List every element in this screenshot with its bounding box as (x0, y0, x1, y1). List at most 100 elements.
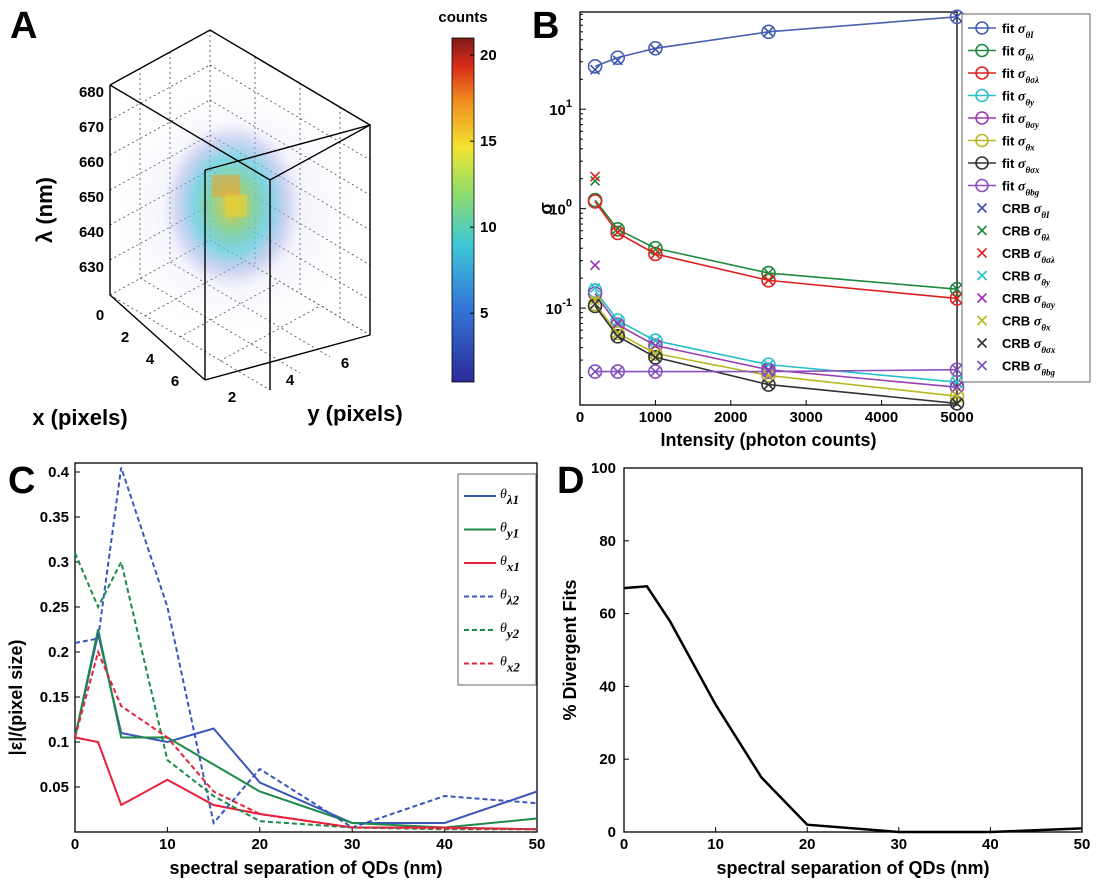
legend-subscript: θσy (1025, 120, 1040, 130)
legend-subscript: θx (1041, 323, 1051, 333)
y-tick-label: 80 (599, 533, 616, 550)
series-marker-x (590, 171, 601, 182)
y-tick-label: 100 (591, 460, 616, 477)
series-marker-circle (949, 379, 965, 395)
y-tick-label: 0.1 (48, 734, 69, 751)
legend-box (457, 473, 537, 686)
y-tick-label: 101 (549, 98, 572, 119)
legend-sigma: σ (1018, 157, 1026, 172)
series-marker-x (590, 175, 601, 186)
series-marker-x (650, 244, 661, 255)
y-axis-title: σ (536, 202, 556, 214)
series-marker-x (612, 223, 623, 234)
x-tick-label: 30 (344, 836, 361, 853)
y-tick-label: 0.15 (40, 689, 69, 706)
series-marker-x (650, 352, 661, 363)
series-marker-x (612, 331, 623, 342)
x-tick-label: 0 (576, 409, 584, 426)
colorbar-label: counts (438, 9, 487, 26)
series-marker-circle (587, 364, 603, 379)
series-marker-x (590, 282, 601, 293)
legend-sigma: σ (1034, 202, 1042, 217)
series-marker-circle (648, 364, 663, 379)
series-line (594, 16, 958, 68)
panel-letter-a: A (10, 5, 37, 47)
series-marker-x (763, 275, 774, 286)
y-tick-label: 6 (341, 355, 349, 372)
series-marker-circle (648, 40, 663, 56)
legend-label: CRB σθx (1002, 314, 1051, 333)
x-axis-title: spectral separation of QDs (nm) (716, 858, 989, 878)
legend-subscript: θσy (1041, 300, 1056, 310)
volume-hotspot-2 (225, 195, 247, 217)
series-marker-circle (648, 338, 663, 353)
series-marker-x (763, 366, 774, 377)
z-tick-label: 650 (79, 189, 104, 206)
y-tick-label: 20 (599, 751, 616, 768)
legend-subscript: θσx (1025, 165, 1040, 175)
y-tick-label: 40 (599, 678, 616, 695)
y-tick-label: 0.05 (40, 779, 69, 796)
legend-sigma: σ (1018, 67, 1026, 82)
legend-sigma: σ (1018, 22, 1026, 37)
series-marker-circle (610, 329, 626, 344)
legend-sigma: σ (1018, 45, 1026, 60)
panel-d-plot-area (623, 467, 1083, 833)
series-marker-circle (610, 225, 626, 241)
legend-box (961, 13, 1091, 383)
legend-subscript: y2 (505, 626, 520, 641)
panel-a-z-label: λ (nm) (32, 177, 57, 243)
y-tick-label: 0.2 (48, 644, 69, 661)
y-axis-title: % Divergent Fits (560, 579, 580, 720)
y-tick-label: 60 (599, 606, 616, 623)
legend-subscript: θbg (1025, 188, 1039, 198)
legend-subscript: x2 (506, 660, 521, 675)
series-marker-circle (648, 349, 663, 365)
panel-a-x-label: x (pixels) (32, 405, 127, 430)
series-marker-x (951, 293, 963, 304)
legend-marker (975, 178, 989, 193)
x-tick-label: 1000 (639, 409, 672, 426)
series-marker-x (590, 366, 601, 377)
panel-c-plot-area (74, 462, 538, 833)
series-marker-circle (587, 59, 603, 74)
panel-a-y-label: y (pixels) (307, 401, 402, 426)
y-tick-exponent: 1 (566, 98, 572, 110)
y-tick-label: 10-1 (546, 297, 572, 318)
x-tick-label: 40 (982, 836, 999, 853)
legend-subscript: θλ (1025, 53, 1034, 63)
panel-a-z-ticks: 630 640 650 660 670 680 (79, 84, 104, 276)
legend-sigma: σ (1034, 337, 1042, 352)
series-marker-x (650, 340, 661, 351)
legend-label: CRB σθλ (1002, 224, 1050, 243)
panel-c-chart: 0 10 20 30 40 50 0.05 0.1 0.15 0.2 0.25 0.3 0.35 0.4 s… (6, 462, 546, 878)
legend-subscript: θI (1025, 30, 1034, 40)
series-marker-circle (610, 50, 626, 65)
x-tick-label: 50 (529, 836, 546, 853)
y-tick-label: 0.35 (40, 509, 69, 526)
series-marker-x (590, 298, 601, 310)
series-marker-x (650, 348, 661, 359)
legend-sigma: σ (1034, 247, 1042, 262)
legend-subscript: λ2 (506, 593, 520, 608)
panel-letter-c: C (8, 460, 35, 502)
legend-marker (976, 360, 988, 371)
x-tick-label: 20 (251, 836, 268, 853)
x-tick-label: 10 (707, 836, 724, 853)
x-tick-label: 2000 (714, 409, 747, 426)
x-tick-label: 50 (1074, 836, 1091, 853)
series-marker-x (612, 55, 623, 66)
legend-marker (975, 156, 989, 170)
series-marker-x (590, 295, 601, 306)
series-marker-circle (761, 24, 776, 40)
series-marker-x (951, 382, 963, 393)
legend-subscript: θσλ (1025, 75, 1039, 85)
series-marker-x (650, 366, 661, 377)
legend-marker (975, 133, 989, 148)
series-marker-circle (610, 221, 626, 237)
x-tick-label: 2 (121, 329, 129, 346)
legend-subscript: θλ (1041, 233, 1050, 243)
y-tick-label: 0.3 (48, 554, 69, 571)
series-marker-x (951, 284, 963, 295)
